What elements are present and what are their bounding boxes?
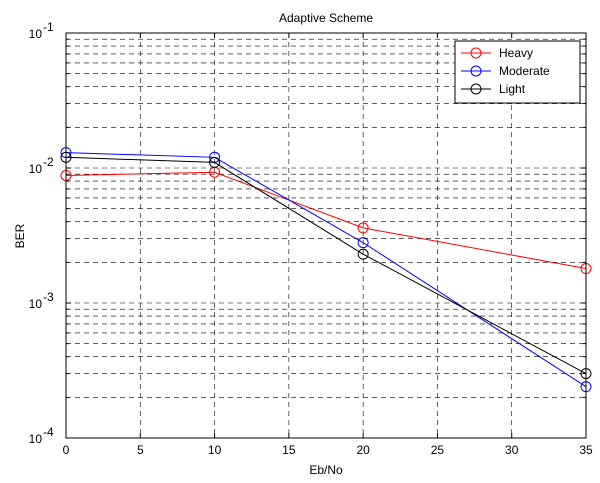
- x-axis-label: Eb/No: [309, 463, 343, 477]
- x-tick-label: 30: [505, 443, 519, 457]
- y-axis: 10-410-310-210-1: [29, 20, 586, 446]
- x-tick-label: 35: [579, 443, 593, 457]
- y-tick-label: 10: [29, 432, 43, 446]
- legend-marker-light: [470, 83, 482, 95]
- series-line-moderate: [65, 152, 587, 388]
- x-tick-label: 5: [137, 443, 144, 457]
- y-tick-exponent: -4: [43, 425, 54, 439]
- y-tick-exponent: -3: [43, 290, 54, 304]
- y-tick-label: 10: [29, 297, 43, 311]
- x-tick-label: 10: [208, 443, 222, 457]
- y-axis-label: BER: [13, 223, 27, 248]
- x-tick-label: 15: [282, 443, 296, 457]
- data-point-light: [209, 156, 221, 168]
- y-tick-exponent: -2: [43, 155, 54, 169]
- x-tick-label: 25: [431, 443, 445, 457]
- x-tick-label: 0: [63, 443, 70, 457]
- x-axis: 0 5 10 15 20 25 30 35: [63, 33, 593, 457]
- data-point-heavy: [357, 222, 369, 234]
- chart-title: Adaptive Scheme: [279, 11, 373, 25]
- legend-label-moderate: Moderate: [499, 64, 550, 78]
- y-tick-exponent: -1: [43, 20, 54, 34]
- legend: Heavy Moderate Light: [454, 40, 581, 104]
- data-point-light: [357, 248, 369, 260]
- y-tick-label: 10: [29, 27, 43, 41]
- legend-label-heavy: Heavy: [499, 46, 533, 60]
- legend-marker-heavy: [470, 47, 482, 59]
- plot-frame: [65, 32, 587, 439]
- series-line-light: [65, 156, 587, 375]
- x-tick-label: 20: [356, 443, 370, 457]
- data-point-moderate: [357, 237, 369, 249]
- legend-marker-moderate: [470, 65, 482, 77]
- y-tick-label: 10: [29, 162, 43, 176]
- legend-label-light: Light: [499, 82, 526, 96]
- legend-box: [454, 40, 581, 104]
